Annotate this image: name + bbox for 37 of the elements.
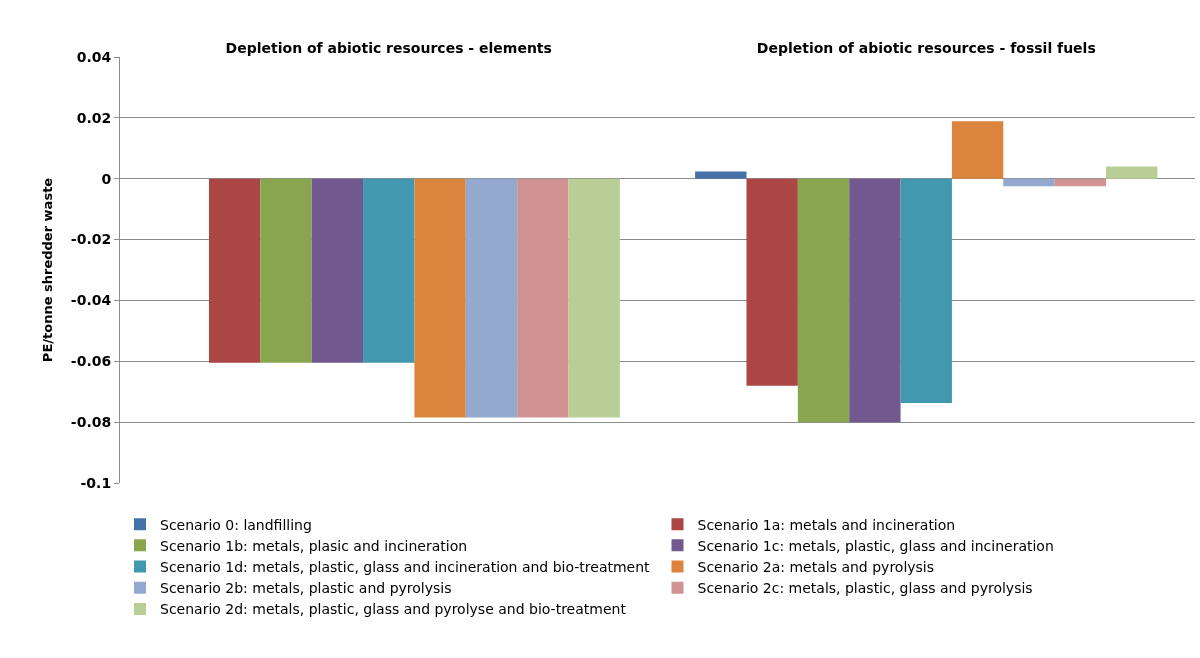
- legend-label: Scenario 1b: metals, plasic and incineration: [160, 537, 468, 554]
- legend-label: Scenario 2d: metals, plastic, glass and pyrolyse and bio-treatment: [160, 601, 627, 618]
- legend-label: Scenario 1a: metals and incineration: [697, 516, 956, 533]
- bar: [311, 178, 364, 363]
- legend-label: Scenario 0: landfilling: [160, 516, 312, 533]
- y-tick-label: -0.08: [70, 414, 112, 431]
- bar: [900, 178, 952, 403]
- bar: [465, 178, 518, 418]
- bar: [951, 121, 1004, 179]
- bar: [260, 178, 312, 363]
- y-axis-title: PE/tonne shredder waste: [39, 177, 55, 363]
- x-tick-label: Depletion of abiotic resources - elements: [225, 40, 552, 57]
- y-tick-label: -0.1: [80, 474, 112, 491]
- bar: [208, 178, 261, 363]
- x-tick-label: Depletion of abiotic resources - fossil fuels: [756, 40, 1096, 57]
- bar: [1054, 178, 1107, 187]
- y-tick-label: 0.02: [76, 109, 112, 126]
- legend-label: Scenario 2c: metals, plastic, glass and pyrolysis: [697, 580, 1033, 597]
- y-tick-label: -0.02: [70, 231, 112, 248]
- legend-label: Scenario 1d: metals, plastic, glass and incineration and bio-treatment: [160, 559, 651, 576]
- bar: [746, 178, 798, 386]
- bar: [363, 178, 415, 363]
- legend-label: Scenario 2b: metals, plastic and pyrolysis: [160, 580, 452, 597]
- bar: [414, 178, 466, 418]
- legend-label: Scenario 2a: metals and pyrolysis: [697, 559, 935, 576]
- bar: [695, 171, 747, 179]
- y-tick-label: -0.04: [70, 292, 112, 309]
- bar: [1106, 166, 1158, 179]
- y-tick-label: -0.06: [70, 353, 112, 370]
- bar: [517, 178, 569, 418]
- y-tick-label: 0.04: [76, 48, 112, 65]
- y-tick-label: 0: [101, 170, 112, 187]
- bar: [797, 178, 850, 423]
- bar: [568, 178, 620, 418]
- bar: [849, 178, 901, 423]
- legend-label: Scenario 1c: metals, plastic, glass and incineration: [697, 537, 1054, 554]
- bar: [1003, 178, 1055, 187]
